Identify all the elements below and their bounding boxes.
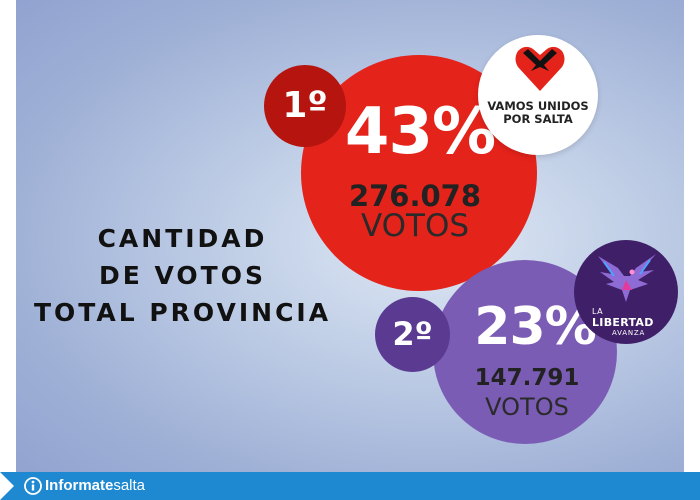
vamos-unidos-logo-line-2: POR SALTA: [503, 112, 573, 126]
footer-brand-bold: Informate: [45, 477, 114, 494]
vamos-unidos-logo-line-1: VAMOS UNIDOS: [487, 99, 589, 113]
footer-bar: Informatesalta: [0, 472, 700, 500]
la-libertad-avanza-eagle-logo-icon: [598, 254, 656, 302]
second-place-rank: 2º: [392, 315, 433, 353]
first-place-percent: 43%: [344, 95, 496, 169]
right-border: [684, 0, 700, 472]
first-place-rank-badge: [264, 65, 346, 147]
footer-brand-light: salta: [113, 477, 146, 494]
first-place-rank: 1º: [282, 85, 328, 126]
la-libertad-avanza-logo-line-2: LIBERTAD: [592, 316, 654, 329]
vamos-unidos-heart-logo-icon: [515, 46, 565, 91]
second-place-rank-badge: [375, 297, 450, 372]
la-libertad-avanza-logo-line-1: LA: [592, 307, 604, 316]
la-libertad-avanza-logo-text: LA LIBERTAD AVANZA: [592, 306, 672, 339]
footer-arrow-icon: [0, 472, 14, 500]
vamos-unidos-logo-text: VAMOS UNIDOS POR SALTA: [478, 100, 598, 126]
headline-line-2: DE VOTOS: [98, 261, 266, 290]
left-border: [0, 0, 16, 472]
first-place-votes-label: VOTOS: [360, 208, 470, 244]
headline-line-1: CANTIDAD: [97, 224, 268, 253]
headline: CANTIDAD DE VOTOS TOTAL PROVINCIA: [10, 220, 355, 331]
second-place-votes-label: VOTOS: [485, 393, 569, 421]
second-place-votes: 147.791: [474, 365, 580, 391]
footer-brand[interactable]: Informatesalta: [45, 477, 145, 494]
info-circle-icon: [24, 477, 42, 495]
la-libertad-avanza-logo-line-3: AVANZA: [612, 329, 646, 337]
first-place-votes: 276.078: [348, 179, 482, 213]
headline-line-3: TOTAL PROVINCIA: [33, 298, 332, 327]
